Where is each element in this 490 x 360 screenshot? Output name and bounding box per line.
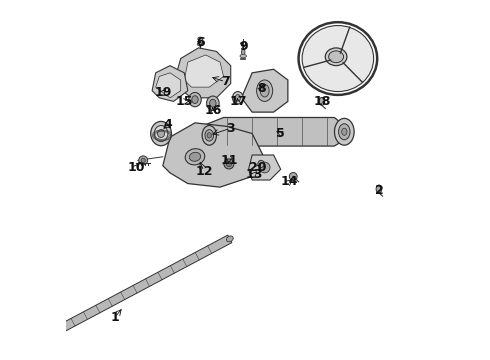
Text: 17: 17 [229, 95, 246, 108]
Polygon shape [152, 66, 188, 102]
Ellipse shape [260, 85, 269, 97]
Text: 19: 19 [154, 86, 171, 99]
Ellipse shape [232, 91, 243, 104]
Ellipse shape [302, 26, 374, 91]
Ellipse shape [141, 158, 146, 162]
Ellipse shape [240, 54, 246, 58]
Polygon shape [202, 117, 343, 146]
Ellipse shape [329, 51, 343, 63]
Text: 18: 18 [313, 95, 330, 108]
Polygon shape [248, 155, 281, 180]
Text: 13: 13 [245, 168, 263, 181]
Text: 3: 3 [226, 122, 235, 135]
Ellipse shape [197, 42, 203, 46]
Ellipse shape [235, 95, 241, 101]
Text: 10: 10 [127, 161, 145, 174]
Text: 9: 9 [239, 40, 247, 53]
Polygon shape [173, 48, 231, 98]
Ellipse shape [342, 128, 347, 135]
Ellipse shape [189, 93, 201, 107]
Ellipse shape [339, 124, 350, 140]
Text: 14: 14 [281, 175, 298, 188]
Polygon shape [26, 235, 232, 350]
Ellipse shape [258, 160, 264, 167]
Polygon shape [156, 73, 181, 98]
Text: 5: 5 [276, 127, 285, 140]
Text: 6: 6 [196, 36, 205, 49]
Ellipse shape [257, 80, 272, 102]
Text: 1: 1 [110, 311, 119, 324]
Ellipse shape [205, 130, 214, 141]
Ellipse shape [154, 126, 168, 141]
Text: 7: 7 [221, 75, 230, 88]
Ellipse shape [335, 118, 354, 145]
Ellipse shape [319, 98, 325, 105]
Ellipse shape [210, 99, 216, 107]
Ellipse shape [259, 162, 270, 173]
Polygon shape [184, 55, 223, 87]
Text: 2: 2 [374, 184, 383, 197]
Ellipse shape [325, 48, 347, 66]
Text: 11: 11 [220, 154, 238, 167]
Ellipse shape [224, 159, 234, 169]
Ellipse shape [189, 152, 201, 161]
Ellipse shape [185, 149, 205, 165]
Polygon shape [242, 69, 288, 112]
Ellipse shape [226, 236, 233, 242]
Polygon shape [163, 123, 263, 187]
Ellipse shape [207, 96, 219, 111]
Text: 8: 8 [257, 82, 266, 95]
Ellipse shape [139, 156, 147, 165]
Text: 20: 20 [249, 161, 266, 174]
Text: 16: 16 [204, 104, 221, 117]
Ellipse shape [198, 37, 203, 41]
Ellipse shape [157, 130, 165, 138]
Ellipse shape [226, 161, 232, 167]
Ellipse shape [151, 121, 171, 146]
Ellipse shape [192, 96, 198, 104]
Ellipse shape [207, 133, 211, 138]
Text: 12: 12 [195, 165, 213, 177]
Ellipse shape [376, 185, 382, 193]
Ellipse shape [242, 49, 245, 55]
Ellipse shape [202, 126, 217, 145]
Text: 4: 4 [164, 118, 172, 131]
Text: 15: 15 [175, 95, 193, 108]
Ellipse shape [289, 172, 297, 180]
